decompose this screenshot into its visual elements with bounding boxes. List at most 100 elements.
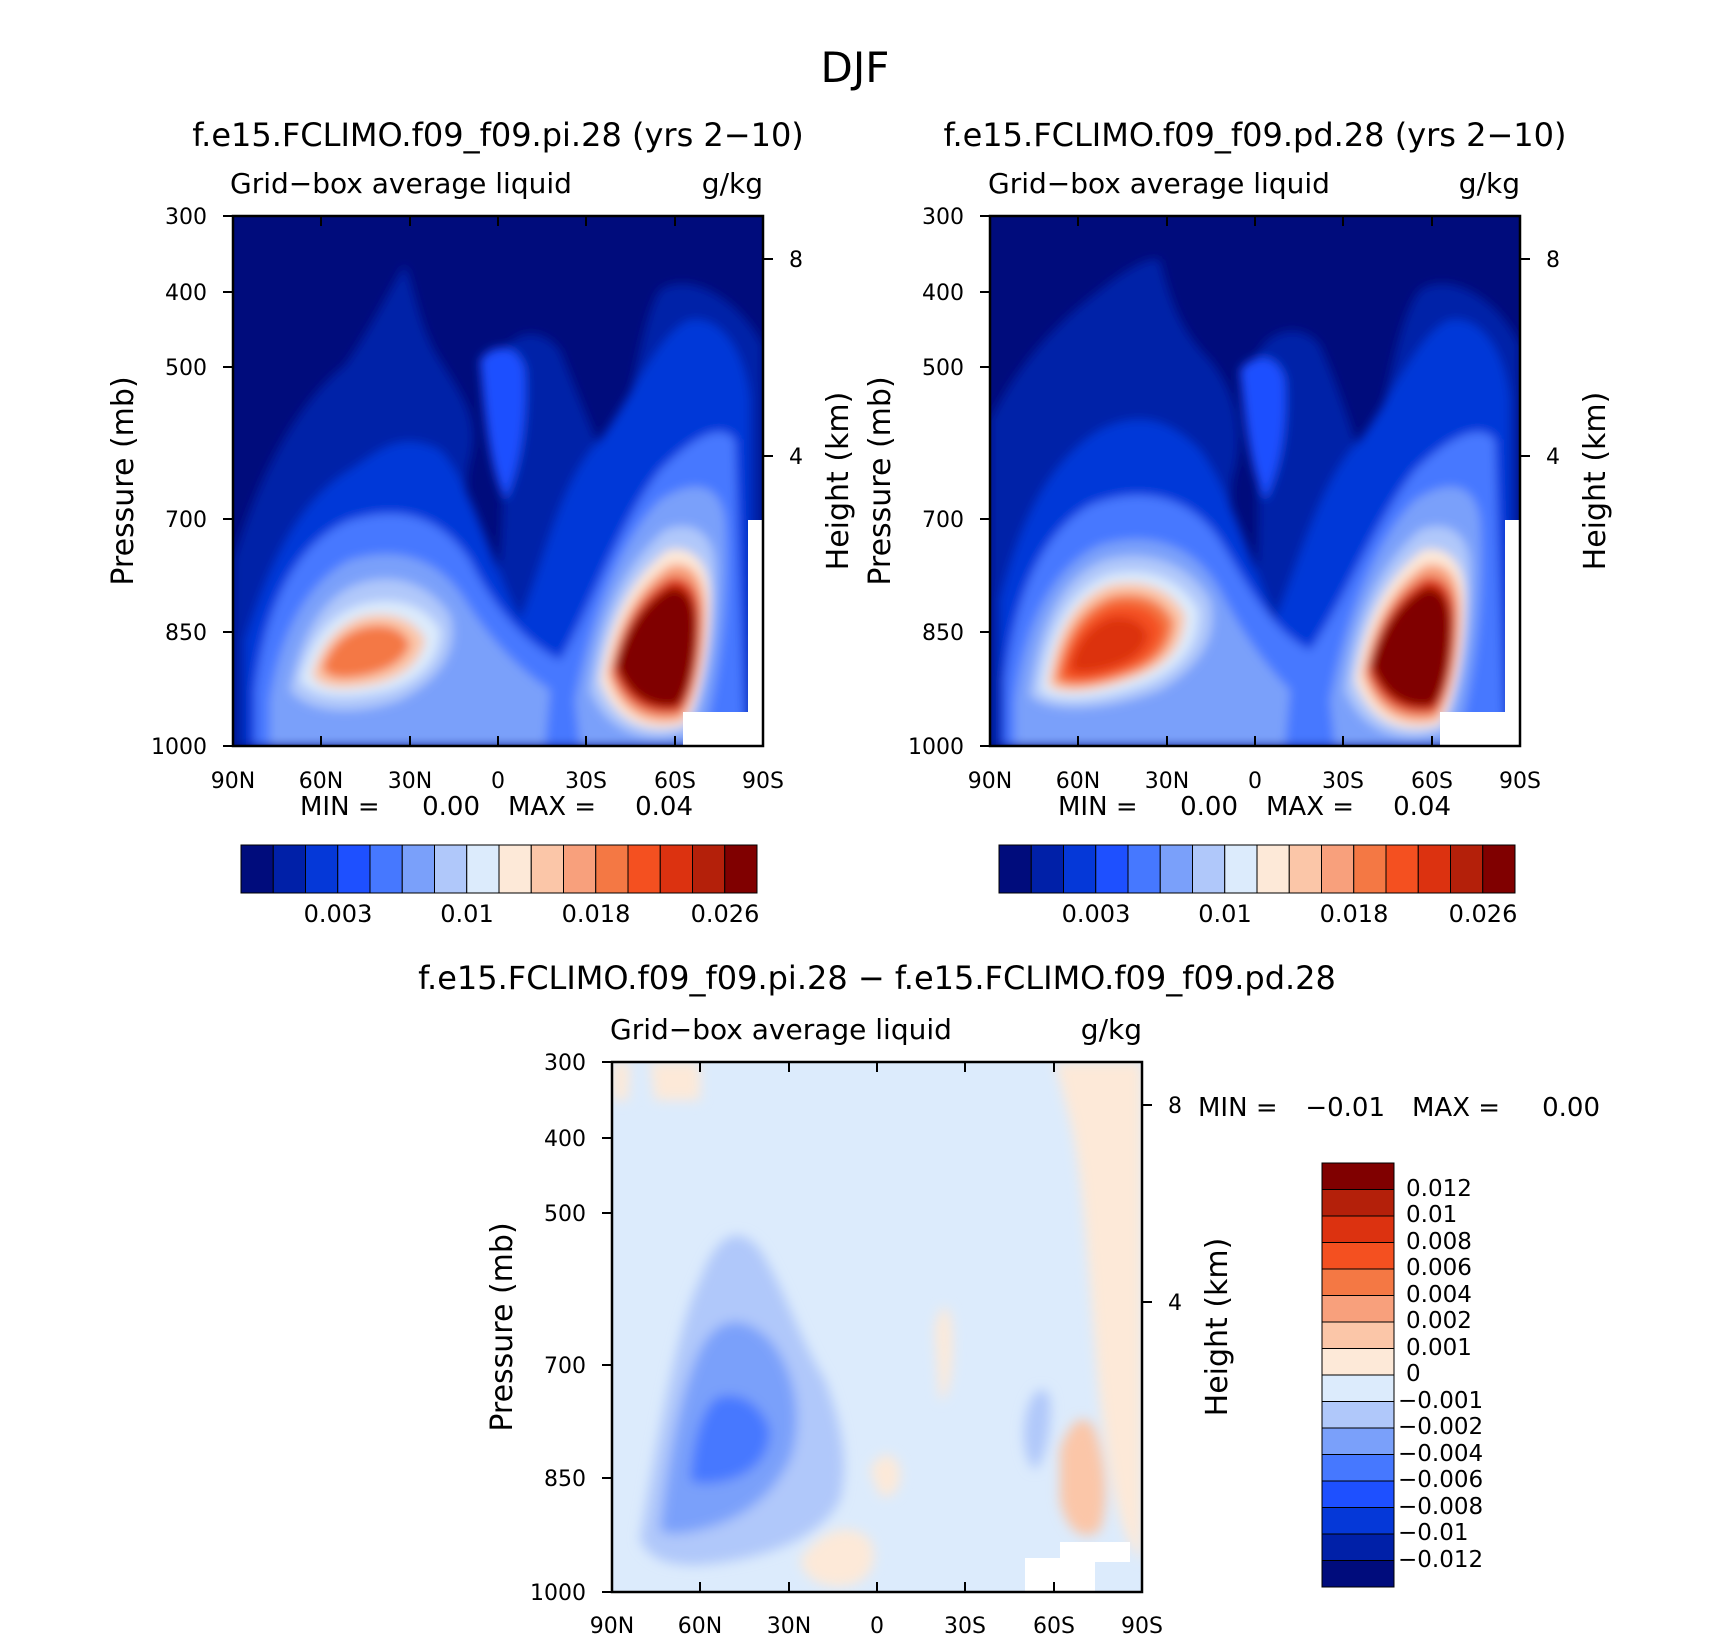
colorbar-label: 0.018	[562, 900, 631, 928]
height-tick-label: 4	[1546, 445, 1560, 470]
panel-diff-x-tick-labels: 90N 60N 30N 0 30S 60S 90S	[590, 1614, 1163, 1636]
colorbar-swatch	[1159, 844, 1193, 894]
panel-pi-right-axis-label: Height (km)	[821, 392, 856, 571]
colorbar-label: 0.018	[1320, 900, 1389, 928]
colorbar-swatch	[724, 844, 758, 894]
panel-pd-x-ticks	[980, 215, 1530, 747]
colorbar-swatch	[305, 844, 339, 894]
colorbar-label: 0.004	[1406, 1282, 1472, 1308]
colorbar-swatch	[1321, 1215, 1395, 1243]
colorbar-swatch	[1450, 844, 1484, 894]
x-tick-label: 60N	[1056, 769, 1100, 794]
colorbar-swatch	[1321, 1480, 1395, 1508]
panel-diff-right-axis-label: Height (km)	[1200, 1238, 1235, 1417]
colorbar-swatch	[998, 844, 1032, 894]
panel-diff-stats: MIN = −0.01 MAX = 0.00	[1198, 1093, 1600, 1123]
min-label: MIN =	[1198, 1093, 1278, 1123]
panel-pi-field-label: Grid−box average liquid	[230, 167, 572, 200]
y-tick-label: 400	[544, 1127, 586, 1152]
colorbar-swatch	[1321, 1295, 1395, 1323]
colorbar-swatch	[563, 844, 597, 894]
panel-pd-colorbar	[998, 844, 1516, 894]
panel-pd-right-tick-labels: 8 4	[1546, 248, 1560, 470]
colorbar-swatch	[1321, 1533, 1395, 1561]
x-tick-label: 90S	[742, 769, 784, 794]
colorbar-label: −0.008	[1398, 1494, 1483, 1520]
colorbar-swatch	[1321, 1374, 1395, 1402]
x-tick-label: 30N	[1145, 769, 1189, 794]
max-label: MAX =	[508, 792, 596, 822]
panel-diff-right-tick-labels: 8 4	[1168, 1094, 1182, 1316]
x-tick-label: 60S	[1033, 1614, 1075, 1636]
y-tick-label: 500	[544, 1202, 586, 1227]
colorbar-label: 0.003	[304, 900, 373, 928]
y-tick-label: 300	[922, 205, 964, 230]
panel-diff-colorbar-labels: 0.012 0.01 0.008 0.006 0.004 0.002 0.001…	[1398, 1176, 1483, 1573]
min-label: MIN =	[1058, 792, 1138, 822]
colorbar-swatch	[1482, 844, 1516, 894]
panel-pd-right-axis-label: Height (km)	[1578, 392, 1613, 571]
panel-diff: f.e15.FCLIMO.f09_f09.pi.28 − f.e15.FCLIM…	[418, 959, 1600, 1636]
y-tick-label: 300	[544, 1051, 586, 1076]
panel-pd-y-tick-labels: 300 400 500 700 850 1000	[908, 205, 964, 760]
colorbar-swatch	[1256, 844, 1290, 894]
colorbar-swatch	[530, 844, 564, 894]
colorbar-label: 0.01	[440, 900, 493, 928]
colorbar-swatch	[1321, 1242, 1395, 1270]
max-value: 0.00	[1542, 1093, 1600, 1123]
y-tick-label: 1000	[530, 1581, 586, 1606]
colorbar-swatch	[434, 844, 468, 894]
colorbar-label: 0.002	[1406, 1308, 1472, 1334]
panel-diff-y-tick-labels: 300 400 500 700 850 1000	[530, 1051, 586, 1606]
panel-pd-title: f.e15.FCLIMO.f09_f09.pd.28 (yrs 2−10)	[944, 116, 1567, 154]
colorbar-swatch	[1321, 1427, 1395, 1455]
colorbar-swatch	[1321, 1454, 1395, 1482]
colorbar-label: 0.026	[1449, 900, 1518, 928]
colorbar-swatch	[272, 844, 306, 894]
x-tick-label: 30N	[388, 769, 432, 794]
colorbar-swatch	[1321, 1507, 1395, 1535]
colorbar-swatch	[498, 844, 532, 894]
y-tick-label: 700	[922, 508, 964, 533]
colorbar-label: 0.026	[691, 900, 760, 928]
panel-pd-x-tick-labels: 90N 60N 30N 0 30S 60S 90S	[968, 769, 1541, 794]
colorbar-swatch	[1353, 844, 1387, 894]
x-tick-label: 60N	[678, 1614, 722, 1636]
panel-diff-field-label: Grid−box average liquid	[610, 1013, 952, 1046]
x-tick-label: 30S	[1322, 769, 1364, 794]
colorbar-swatch	[1385, 844, 1419, 894]
colorbar-swatch	[401, 844, 435, 894]
colorbar-swatch	[369, 844, 403, 894]
panel-diff-units: g/kg	[1081, 1013, 1142, 1046]
x-tick-label: 60S	[654, 769, 696, 794]
panel-diff-contour-field	[612, 1062, 1142, 1592]
x-tick-label: 0	[491, 769, 505, 794]
colorbar-swatch	[1417, 844, 1451, 894]
colorbar-swatch	[595, 844, 629, 894]
colorbar-swatch	[1321, 1189, 1395, 1217]
colorbar-label: −0.012	[1398, 1547, 1483, 1573]
x-tick-label: 90N	[211, 769, 255, 794]
y-tick-label: 850	[165, 621, 207, 646]
x-tick-label: 0	[1248, 769, 1262, 794]
y-tick-label: 400	[165, 281, 207, 306]
y-tick-label: 850	[922, 621, 964, 646]
x-tick-label: 30S	[565, 769, 607, 794]
colorbar-swatch	[1224, 844, 1258, 894]
colorbar-label: −0.001	[1398, 1388, 1483, 1414]
panel-pi-right-tick-labels: 8 4	[789, 248, 803, 470]
x-tick-label: 30S	[944, 1614, 986, 1636]
colorbar-swatch	[1321, 844, 1355, 894]
min-value: 0.00	[1180, 792, 1238, 822]
panel-pi-x-tick-labels: 90N 60N 30N 0 30S 60S 90S	[211, 769, 784, 794]
colorbar-swatch	[1321, 1321, 1395, 1349]
colorbar-swatch	[627, 844, 661, 894]
height-tick-label: 8	[1546, 248, 1560, 273]
panel-pd-units: g/kg	[1459, 167, 1520, 200]
panel-pi-stats: MIN = 0.00 MAX = 0.04	[300, 792, 693, 822]
colorbar-label: 0.01	[1406, 1202, 1457, 1228]
panel-pd-stats: MIN = 0.00 MAX = 0.04	[1058, 792, 1451, 822]
x-tick-label: 90S	[1121, 1614, 1163, 1636]
panel-pi-units: g/kg	[702, 167, 763, 200]
colorbar-label: −0.006	[1398, 1467, 1483, 1493]
